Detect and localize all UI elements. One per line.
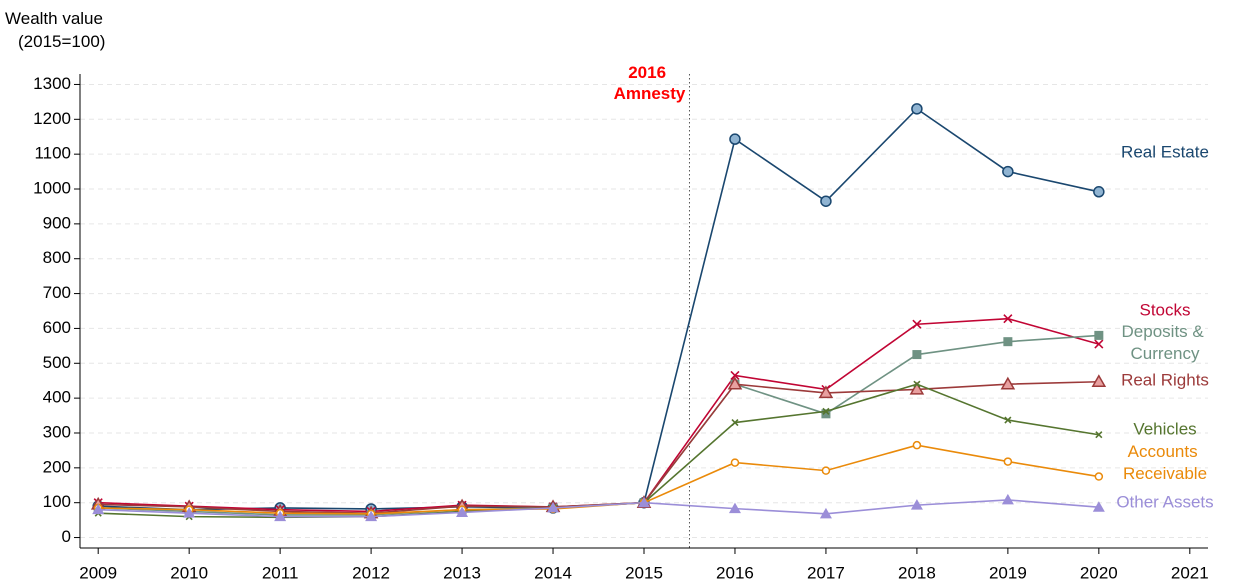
annotation: 2016 Amnesty — [614, 63, 686, 103]
y-tick-label: 400 — [43, 388, 71, 407]
marker — [547, 501, 560, 513]
x-tick-label: 2013 — [443, 563, 481, 582]
marker — [1094, 339, 1104, 349]
marker — [819, 507, 832, 519]
marker — [638, 496, 650, 508]
series-label: Stocks — [1139, 300, 1190, 319]
marker — [1003, 457, 1013, 466]
marker — [1092, 501, 1105, 512]
marker — [1003, 337, 1013, 347]
marker — [727, 376, 743, 390]
y-tick-label: 500 — [43, 353, 71, 372]
marker — [820, 195, 832, 207]
marker — [1094, 330, 1104, 340]
x-tick-label: 2014 — [534, 563, 572, 582]
y-tick-label: 600 — [43, 318, 71, 337]
x-tick-label: 2012 — [352, 563, 390, 582]
series-label: Real Rights — [1121, 370, 1209, 389]
marker — [92, 503, 105, 515]
x-tick-label: 2015 — [625, 563, 663, 582]
marker — [1004, 416, 1012, 424]
marker — [183, 507, 196, 518]
y-tick-label: 1000 — [33, 178, 71, 197]
marker — [274, 510, 287, 522]
marker — [456, 506, 469, 517]
x-tick-label: 2021 — [1171, 563, 1209, 582]
marker — [822, 407, 830, 415]
x-tick-label: 2011 — [262, 563, 299, 582]
marker — [1003, 314, 1013, 324]
x-tick-label: 2018 — [898, 563, 936, 582]
x-tick-label: 2009 — [79, 563, 117, 582]
marker — [912, 319, 922, 329]
marker — [730, 458, 740, 467]
marker — [1095, 431, 1103, 439]
x-tick-label: 2017 — [807, 563, 845, 582]
series-line — [98, 317, 1100, 513]
series-label: Accounts Receivable — [1123, 442, 1207, 483]
marker — [1094, 472, 1104, 481]
y-tick-label: 700 — [43, 283, 71, 302]
marker — [1091, 374, 1107, 388]
marker — [731, 418, 739, 427]
y-tick-label: 100 — [43, 492, 71, 511]
marker — [730, 370, 740, 381]
y-tick-label: 300 — [43, 422, 71, 441]
marker — [912, 350, 922, 360]
series-label: Other Assets — [1116, 492, 1213, 511]
series-label: Deposits & Currency — [1122, 322, 1209, 363]
series-line — [98, 334, 1099, 516]
marker — [1002, 165, 1014, 178]
y-tick-label: 1200 — [33, 109, 71, 128]
marker — [1001, 493, 1014, 505]
marker — [821, 466, 831, 475]
y-tick-label: 900 — [43, 213, 71, 232]
x-tick-label: 2020 — [1080, 563, 1118, 582]
series-line — [98, 107, 1100, 511]
marker — [1093, 186, 1105, 198]
series-line — [98, 499, 1099, 518]
marker — [818, 385, 834, 399]
series-label: Vehicles — [1133, 419, 1196, 438]
x-tick-label: 2016 — [716, 563, 754, 582]
marker — [821, 409, 831, 419]
series-label: Real Estate — [1121, 142, 1209, 161]
series-line — [98, 380, 1099, 514]
x-tick-label: 2019 — [989, 563, 1027, 582]
marker — [729, 133, 741, 145]
marker — [728, 502, 741, 514]
marker — [909, 381, 925, 395]
marker — [910, 499, 923, 510]
y-tick-label: 200 — [43, 457, 71, 476]
y-tick-label: 0 — [62, 527, 71, 546]
y-tick-label: 800 — [43, 248, 71, 267]
marker — [1000, 376, 1016, 390]
y-axis-title: Wealth value (2015=100) — [5, 9, 108, 51]
x-tick-label: 2010 — [170, 563, 208, 582]
y-tick-label: 1100 — [34, 144, 71, 163]
marker — [913, 380, 921, 388]
marker — [911, 103, 923, 115]
marker — [365, 510, 378, 522]
y-tick-label: 1300 — [33, 74, 71, 93]
marker — [912, 440, 922, 450]
